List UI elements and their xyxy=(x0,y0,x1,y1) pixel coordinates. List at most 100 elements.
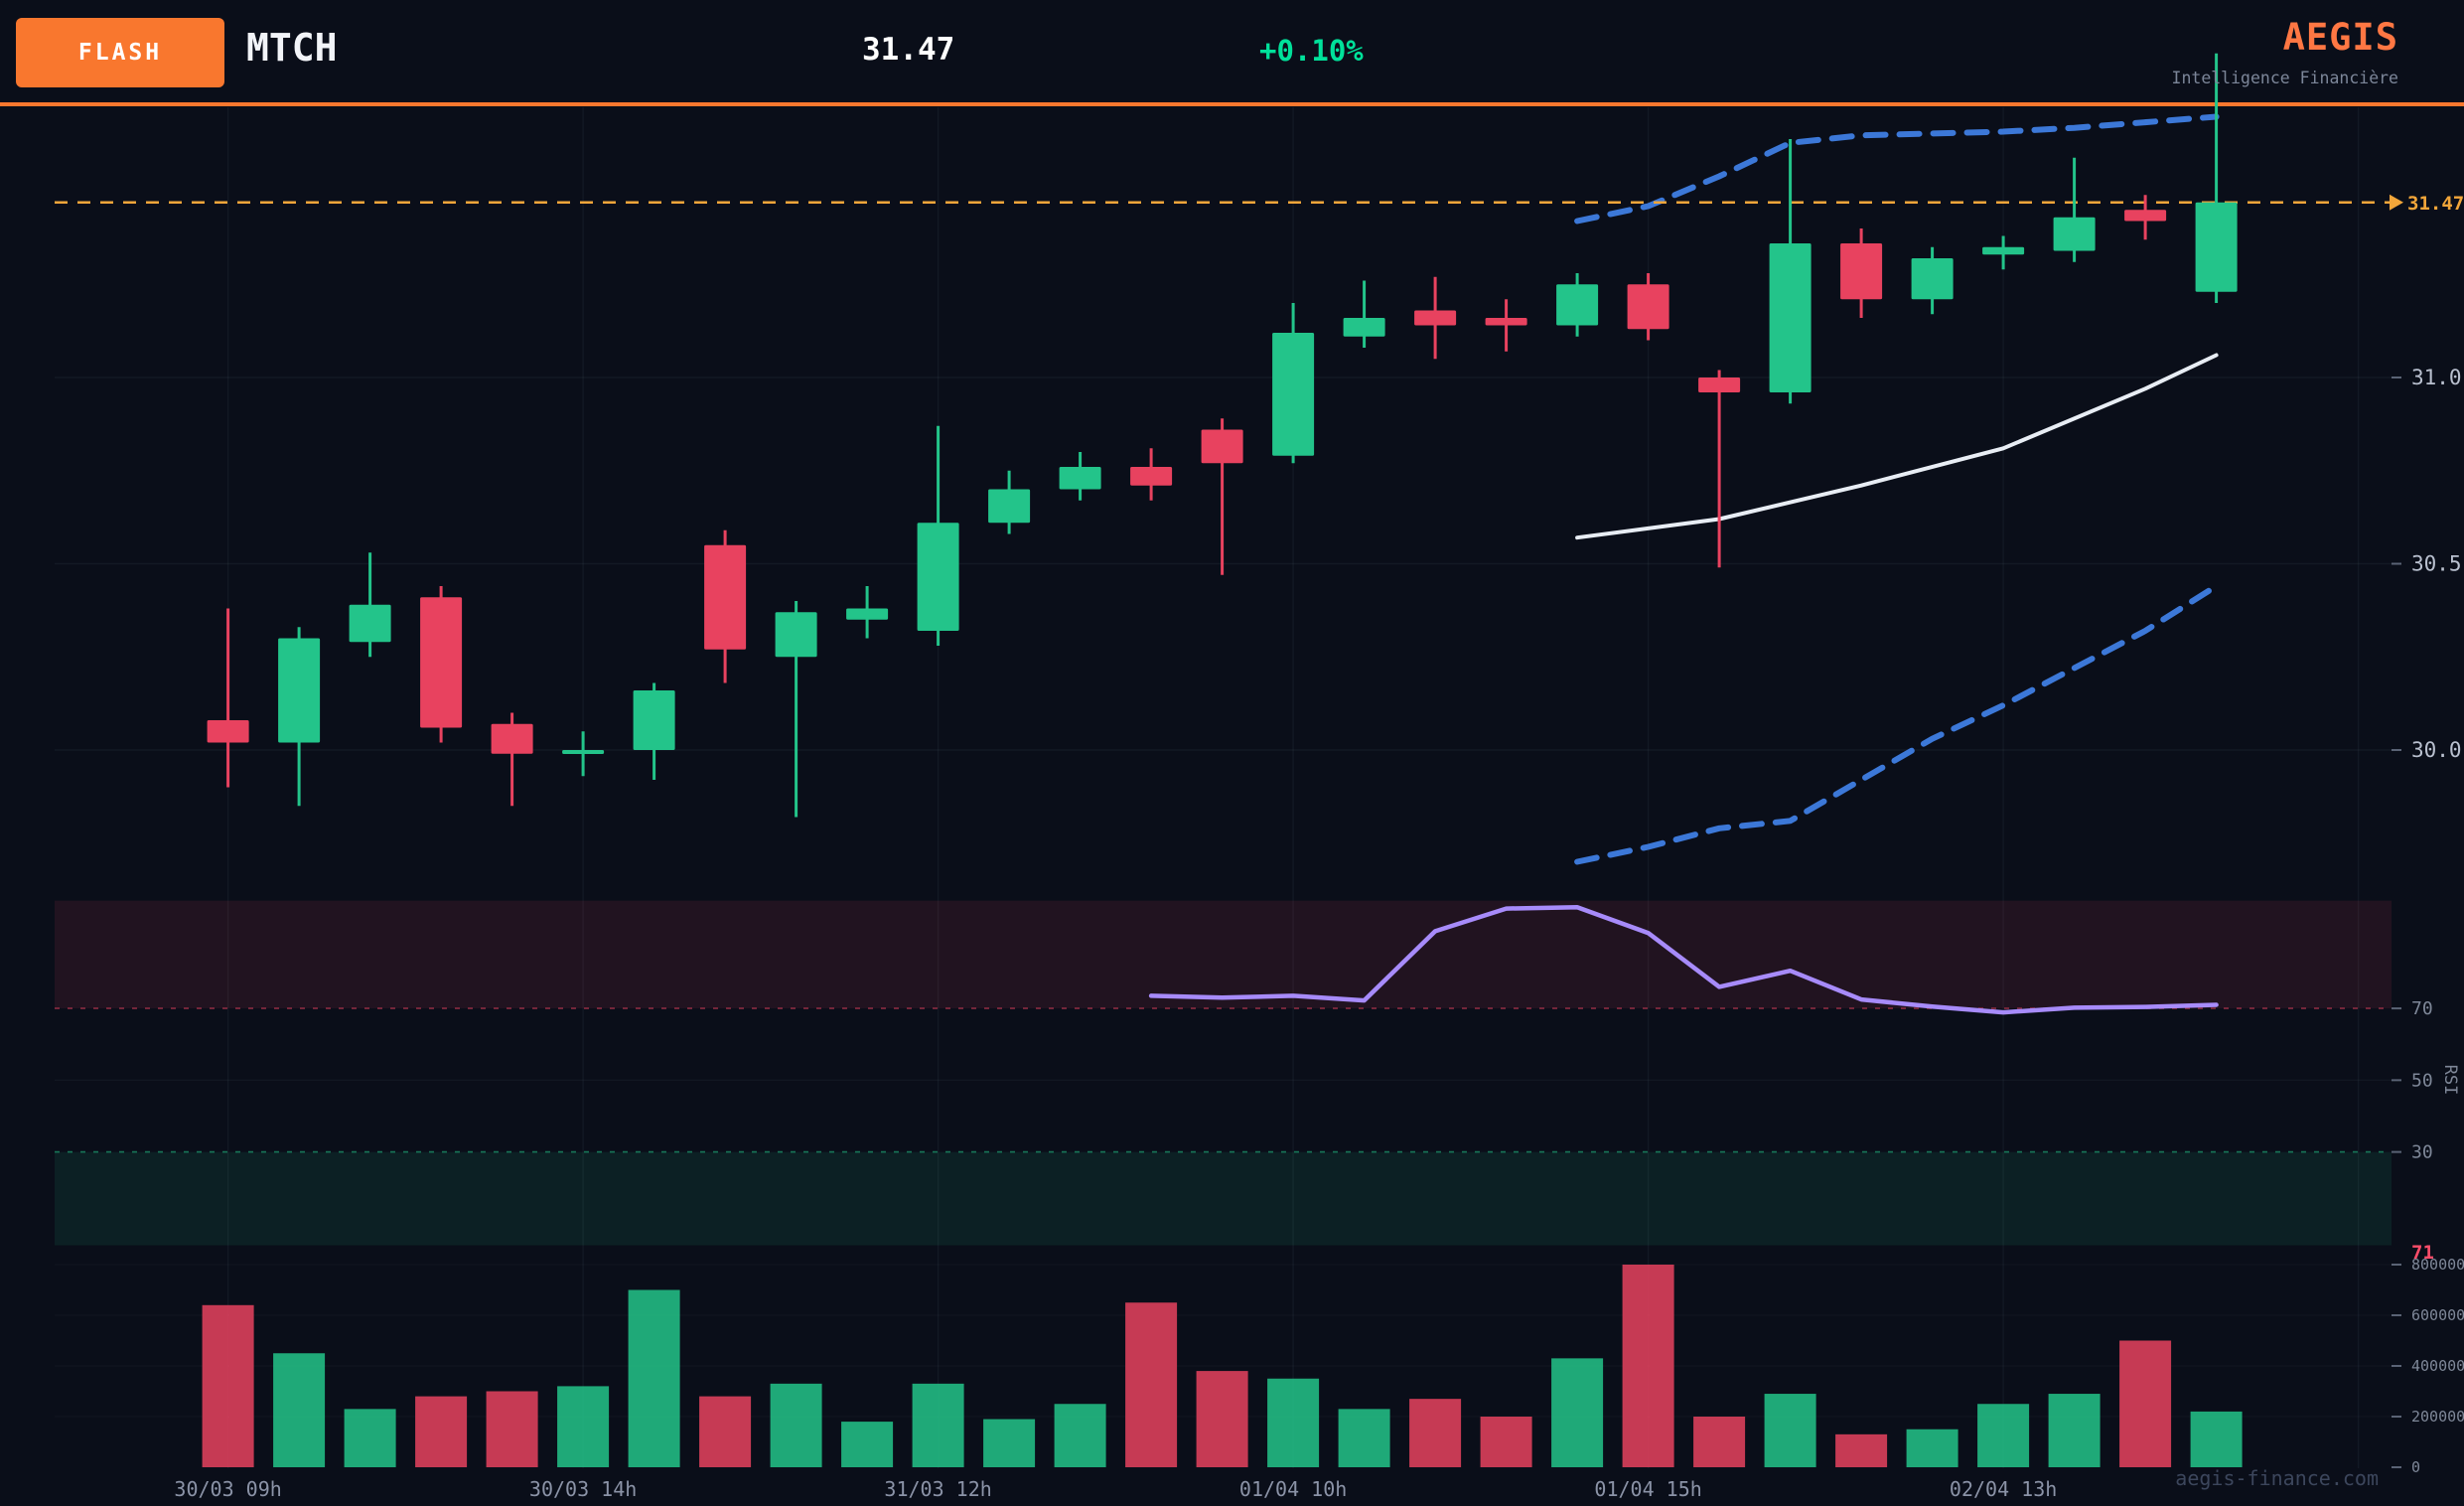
volume-bar xyxy=(628,1289,680,1467)
volume-bar xyxy=(1480,1417,1532,1467)
time-axis-label: 02/04 13h xyxy=(1950,1477,2057,1501)
volume-bar xyxy=(1693,1417,1746,1467)
volume-bar xyxy=(1196,1371,1248,1467)
candle-body xyxy=(1272,333,1315,456)
svg-text:30.5: 30.5 xyxy=(2411,552,2462,576)
header-divider xyxy=(0,102,2464,106)
header: FLASH MTCH 31.47 +0.10% AEGIS Intelligen… xyxy=(0,0,2464,105)
volume-bar xyxy=(1054,1404,1106,1467)
rsi-line xyxy=(1148,904,2219,1015)
volume-bar xyxy=(1267,1378,1320,1467)
time-axis-label: 01/04 15h xyxy=(1594,1477,1701,1501)
volume-bar xyxy=(770,1383,822,1467)
rsi-oversold-zone xyxy=(55,1151,2392,1246)
volume-bar xyxy=(1409,1399,1462,1467)
svg-text:0: 0 xyxy=(2411,1458,2420,1476)
candle-body xyxy=(349,604,391,643)
candle-body xyxy=(1201,429,1243,464)
volume-bar xyxy=(486,1391,538,1467)
header-price: 31.47 xyxy=(862,32,955,68)
candle-body xyxy=(1130,467,1173,486)
volume-bar xyxy=(983,1419,1036,1467)
volume-bar xyxy=(912,1383,964,1467)
candle-body xyxy=(1840,243,1883,300)
brand: AEGIS Intelligence Financière xyxy=(2172,16,2398,87)
volume-bar xyxy=(1551,1358,1604,1467)
last-price-marker xyxy=(2390,194,2403,211)
candle-body xyxy=(775,612,817,658)
flash-button[interactable]: FLASH xyxy=(16,18,224,87)
svg-text:70: 70 xyxy=(2411,998,2433,1019)
svg-text:200000: 200000 xyxy=(2411,1408,2464,1426)
candle-body xyxy=(491,723,533,754)
candle-body xyxy=(2124,210,2167,222)
candle-body xyxy=(278,638,321,743)
svg-text:400000: 400000 xyxy=(2411,1357,2464,1375)
candle-body xyxy=(2053,217,2096,251)
volume-bar xyxy=(1338,1409,1390,1467)
rsi-zones xyxy=(55,900,2392,1246)
candle-body xyxy=(704,544,747,650)
candle-body xyxy=(1485,318,1527,326)
grid xyxy=(55,107,2392,1468)
candle-body xyxy=(1059,467,1101,490)
rsi-current-value: 71 xyxy=(2411,1242,2434,1264)
candle-body xyxy=(1414,310,1457,326)
volume-bar xyxy=(557,1386,610,1467)
volume-pane xyxy=(202,1265,2243,1467)
bollinger-upper-line xyxy=(1574,113,2220,225)
volume-bar xyxy=(1977,1404,2030,1467)
volume-bar xyxy=(841,1422,894,1467)
candle-body xyxy=(1769,243,1812,392)
time-axis-label: 31/03 12h xyxy=(884,1477,991,1501)
volume-bar xyxy=(2190,1411,2243,1467)
svg-text:50: 50 xyxy=(2411,1070,2433,1091)
svg-text:30.0: 30.0 xyxy=(2411,738,2462,762)
indicators xyxy=(55,113,2392,865)
volume-bar xyxy=(2048,1394,2101,1467)
volume-bar xyxy=(344,1409,396,1467)
candle-body xyxy=(988,489,1031,524)
ticker-symbol: MTCH xyxy=(246,26,338,70)
watermark: aegis-finance.com xyxy=(2175,1466,2379,1490)
volume-bar xyxy=(202,1304,254,1467)
svg-text:30: 30 xyxy=(2411,1142,2433,1163)
candles xyxy=(207,53,2238,818)
candle-body xyxy=(1343,318,1385,337)
svg-text:31.0: 31.0 xyxy=(2411,366,2462,389)
volume-bar xyxy=(2119,1340,2172,1467)
candle-body xyxy=(1627,284,1669,330)
time-axis-label: 30/03 09h xyxy=(174,1477,281,1501)
rsi-axis-title: RSI xyxy=(2440,1065,2460,1096)
bollinger-lower-line xyxy=(1574,583,2220,865)
volume-bar xyxy=(1125,1302,1178,1467)
time-axis-label: 30/03 14h xyxy=(529,1477,637,1501)
candle-body xyxy=(1556,284,1599,326)
candle-body xyxy=(1982,246,2025,255)
last-price-label: 31.47 xyxy=(2407,193,2464,215)
time-axis-label: 01/04 10h xyxy=(1239,1477,1347,1501)
candle-body xyxy=(562,750,605,754)
candle-body xyxy=(1698,377,1741,392)
sma-line xyxy=(1575,353,2219,540)
volume-bar xyxy=(1622,1265,1674,1467)
candle-body xyxy=(1911,258,1954,300)
brand-tagline: Intelligence Financière xyxy=(2171,69,2398,87)
candle-body xyxy=(633,690,675,750)
brand-name: AEGIS xyxy=(2282,16,2398,59)
rsi-pane xyxy=(1148,904,2219,1015)
candle-body xyxy=(2195,202,2238,292)
svg-text:800000: 800000 xyxy=(2411,1256,2464,1274)
volume-bar xyxy=(273,1353,326,1467)
rsi-overbought-zone xyxy=(55,900,2392,1009)
svg-text:600000: 600000 xyxy=(2411,1306,2464,1324)
volume-bar xyxy=(699,1396,752,1467)
volume-bar xyxy=(1835,1433,1888,1467)
candle-body xyxy=(420,597,463,728)
candle-body xyxy=(846,608,889,620)
candle-body xyxy=(917,523,959,631)
volume-bar xyxy=(415,1396,468,1467)
